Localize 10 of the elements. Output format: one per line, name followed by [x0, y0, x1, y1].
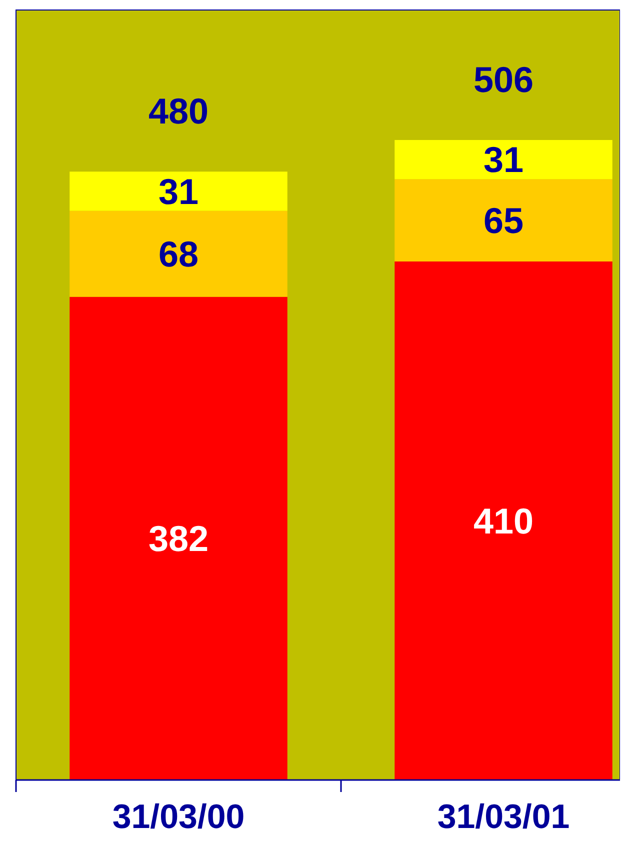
total-label: 506 — [473, 59, 534, 100]
data-label: 31 — [158, 170, 199, 212]
data-label: 382 — [148, 518, 209, 560]
x-tick-label: 31/03/01 — [437, 798, 570, 836]
total-label: 480 — [148, 90, 209, 132]
data-label: 68 — [158, 233, 199, 274]
data-label: 65 — [483, 200, 524, 241]
data-label: 410 — [473, 500, 534, 542]
x-tick-label: 31/03/00 — [112, 798, 245, 836]
data-label: 31 — [483, 139, 524, 180]
